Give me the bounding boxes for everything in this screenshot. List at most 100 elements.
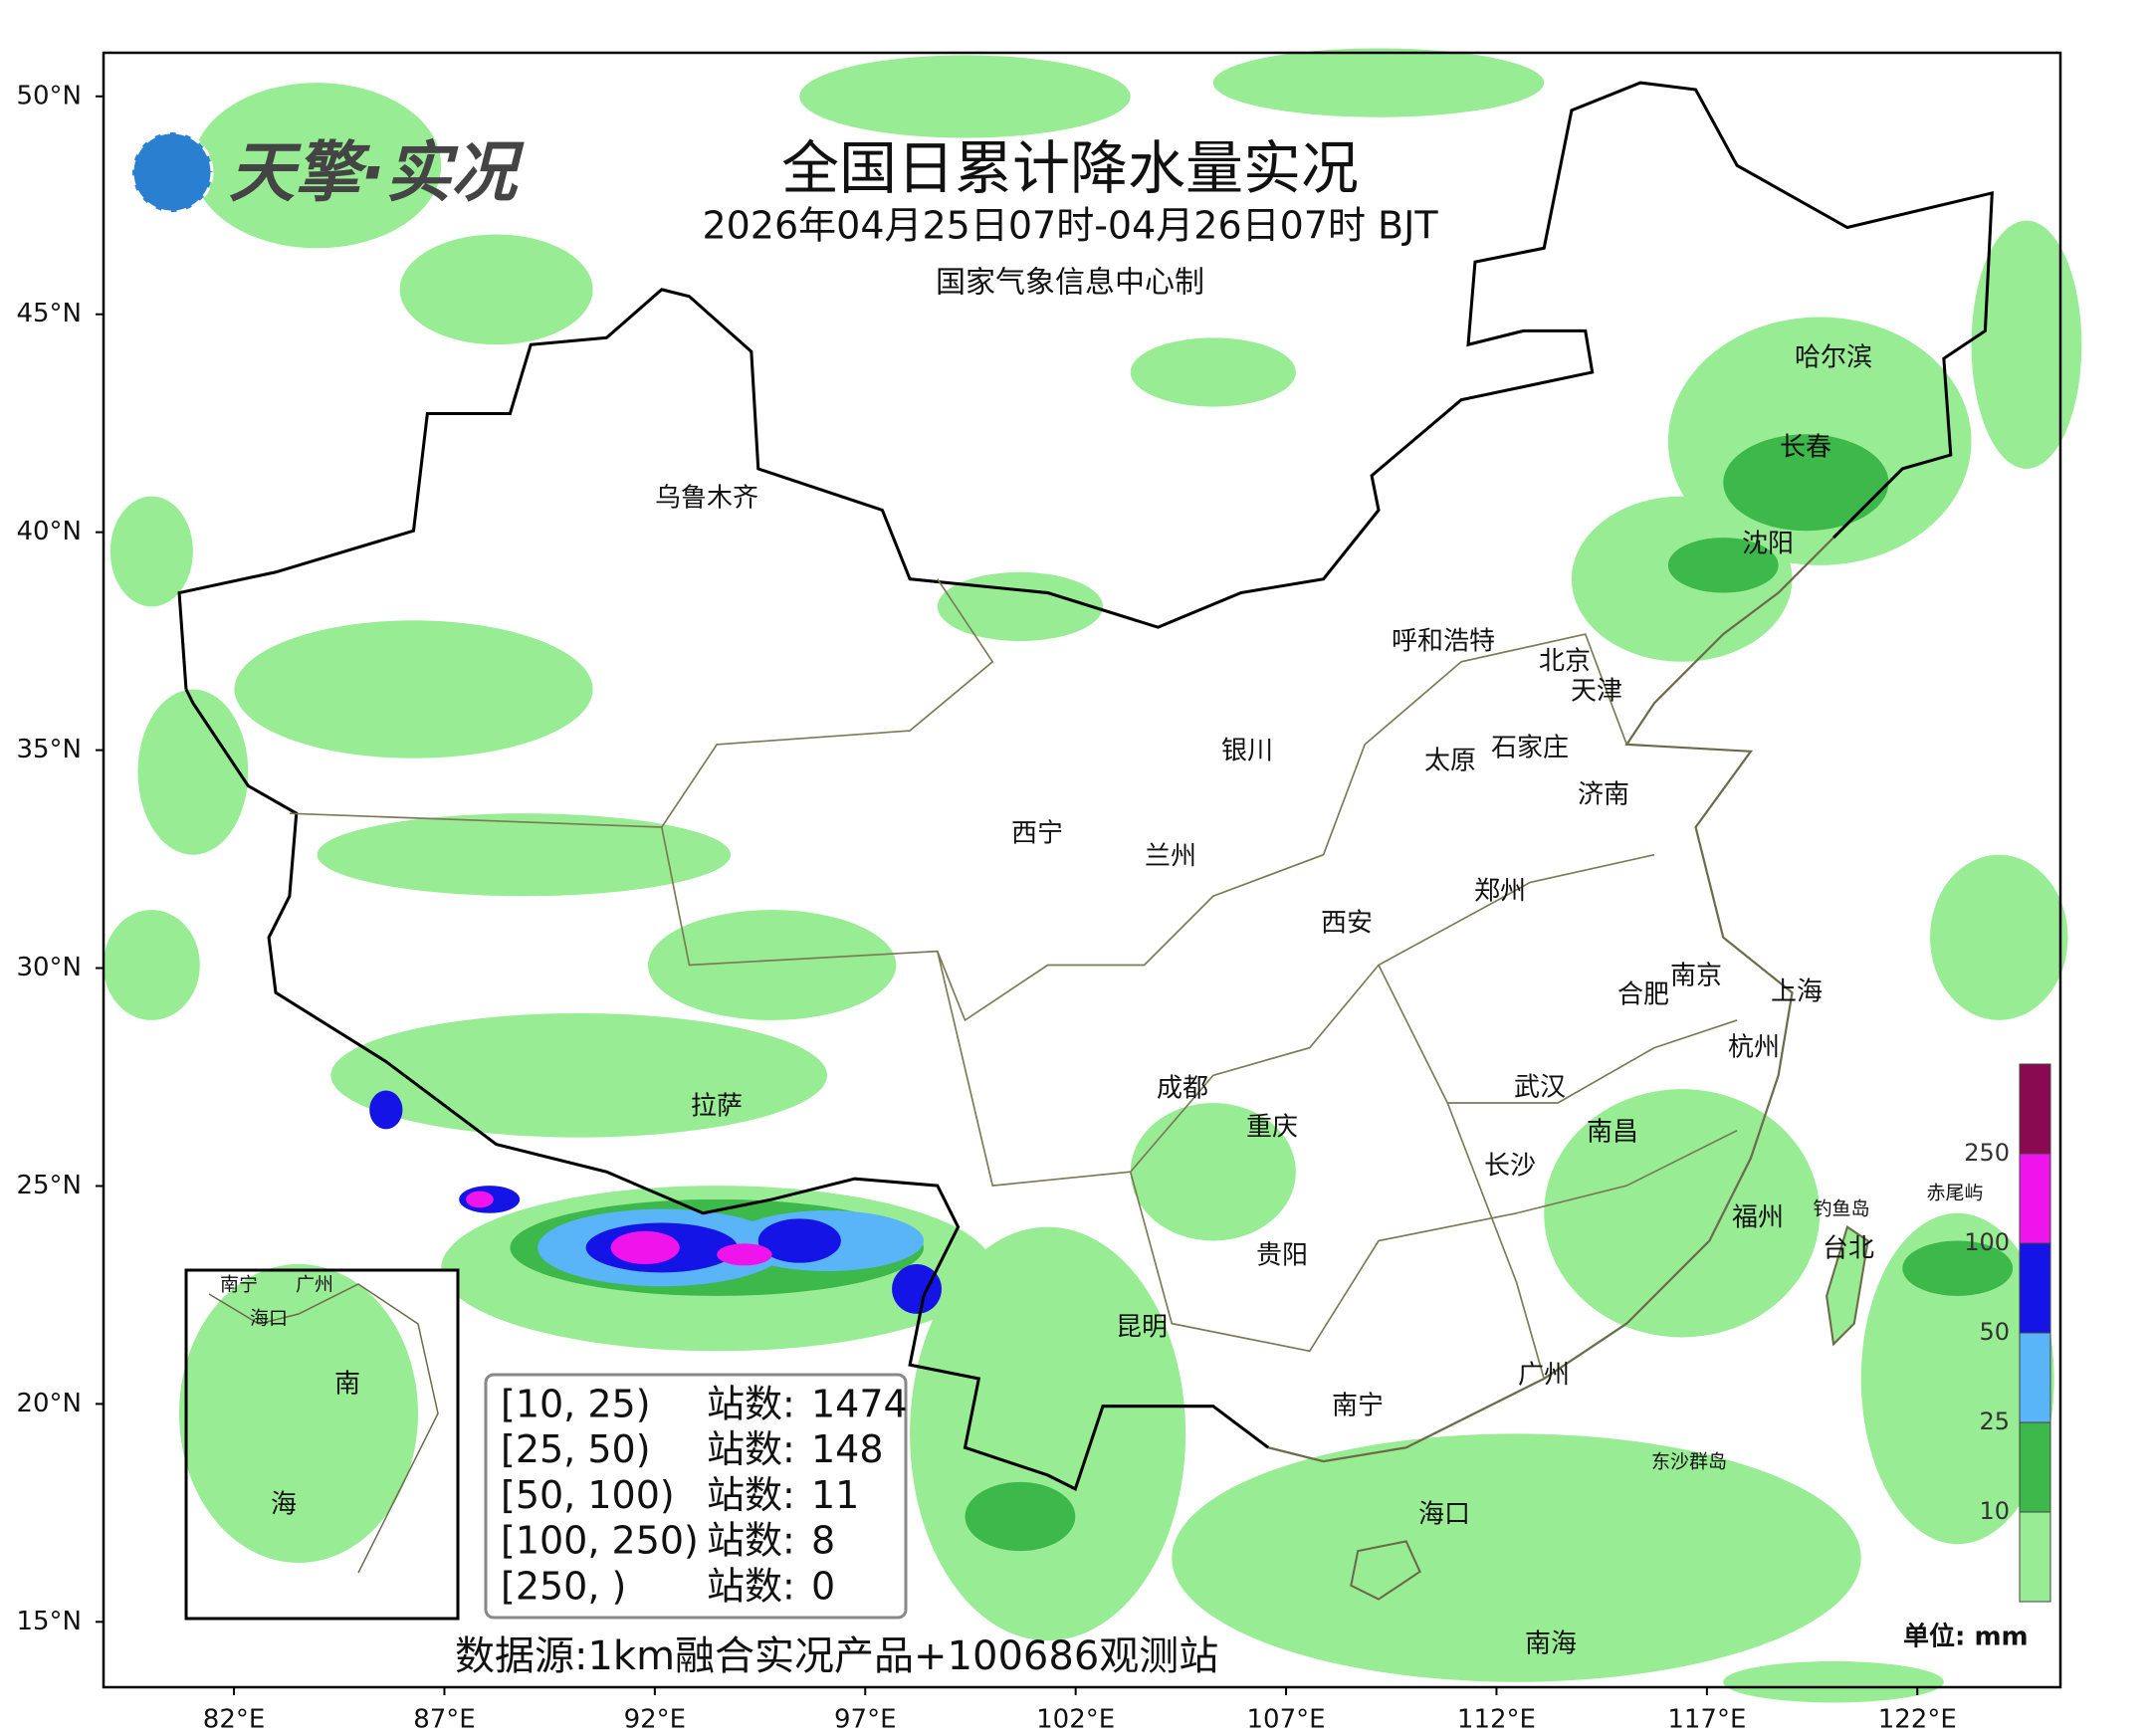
city-label: 南海 (1525, 1629, 1577, 1659)
title: 全国日累计降水量实况 (781, 134, 1359, 202)
data-source: 数据源:1km融合实况产品+100686观测站 (455, 1633, 1218, 1679)
province-borders (289, 578, 1738, 1380)
x-tick-label: 92°E (624, 1705, 687, 1733)
colorbar-segment (2020, 1243, 2050, 1333)
taiwan (1826, 1225, 1869, 1347)
count-value: 0 (811, 1564, 835, 1608)
city-label: 北京 (1539, 647, 1591, 677)
subtitle: 2026年04月25日07时-04月26日07时 BJT (702, 204, 1438, 248)
island-label: 钓鱼岛 (1813, 1198, 1869, 1220)
city-label: 上海 (1771, 977, 1823, 1007)
island-label: 东沙群岛 (1651, 1451, 1727, 1473)
colorbar-tick-label: 50 (1979, 1318, 2010, 1346)
inset-map: 南宁 广州 海口 南 海 (179, 1264, 460, 1621)
city-label: 呼和浩特 (1392, 627, 1495, 657)
city-label: 拉萨 (691, 1092, 743, 1122)
y-tick-label: 15°N (16, 1607, 82, 1636)
city-label: 福州 (1732, 1203, 1784, 1233)
inset-label: 海 (271, 1490, 297, 1520)
city-label: 银川 (1221, 737, 1273, 766)
city-label: 贵阳 (1256, 1241, 1308, 1271)
city-label: 成都 (1157, 1074, 1208, 1104)
range-label: [50, 100) (501, 1473, 675, 1517)
count-label: 站数: (707, 1564, 795, 1608)
y-tick-label: 50°N (16, 81, 82, 110)
colorbar-unit: 单位: mm (1903, 1622, 2029, 1652)
count-label: 站数: (707, 1519, 795, 1563)
count-label: 站数: (707, 1383, 795, 1426)
city-label: 石家庄 (1491, 734, 1569, 763)
coastline-and-border (1267, 537, 1834, 1463)
x-tick-label: 87°E (413, 1705, 476, 1733)
colorbar-segment (2020, 1422, 2050, 1512)
heavy-rain (369, 434, 2014, 1552)
y-tick-label: 35°N (16, 735, 82, 764)
city-label: 西宁 (1011, 819, 1063, 849)
logo-text: 天擎·实况 (229, 134, 525, 211)
inset-coast (208, 1283, 439, 1574)
city-label: 郑州 (1474, 877, 1526, 907)
map-drawing (103, 48, 2082, 1703)
x-tick-label: 112°E (1457, 1705, 1536, 1733)
colorbar-tick-label: 25 (1979, 1408, 2010, 1435)
count-label: 站数: (707, 1427, 795, 1471)
range-label: [10, 25) (501, 1383, 651, 1426)
colorbar-segment (2020, 1512, 2050, 1602)
city-label: 沈阳 (1742, 530, 1794, 559)
count-value: 1474 (811, 1383, 908, 1426)
hainan (1350, 1540, 1421, 1601)
city-label: 南京 (1670, 962, 1722, 991)
city-label: 海口 (1418, 1500, 1470, 1530)
station-count-box (484, 1373, 908, 1620)
inset-label: 广州 (296, 1274, 333, 1296)
city-label: 西安 (1321, 909, 1373, 939)
producer: 国家气象信息中心制 (936, 266, 1204, 301)
city-label: 广州 (1518, 1361, 1570, 1391)
logo: 天擎·实况 (130, 130, 525, 214)
china-border (177, 81, 1994, 690)
x-tick-label: 122°E (1878, 1705, 1957, 1733)
city-label: 济南 (1578, 780, 1629, 810)
city-label: 兰州 (1145, 842, 1196, 872)
colorbar-segment (2020, 1154, 2050, 1243)
colorbar-segment (2020, 1064, 2050, 1154)
range-label: [250, ) (501, 1564, 626, 1608)
y-tick-label: 25°N (16, 1171, 82, 1200)
city-label: 长春 (1780, 433, 1831, 463)
x-tick-label: 97°E (834, 1705, 897, 1733)
inset-label: 南 (334, 1370, 360, 1400)
city-label: 昆明 (1116, 1313, 1168, 1343)
colorbar-tick-label: 100 (1964, 1228, 2010, 1256)
inset-rain (179, 1264, 418, 1563)
city-label: 南昌 (1587, 1118, 1638, 1148)
y-tick-label: 45°N (16, 299, 82, 328)
logo-globe (132, 132, 212, 212)
city-label: 乌鲁木齐 (655, 484, 758, 514)
city-label: 天津 (1571, 677, 1622, 707)
y-tick-label: 40°N (16, 517, 82, 546)
city-label: 南宁 (1332, 1392, 1384, 1421)
count-value: 11 (811, 1473, 859, 1517)
inset-label: 南宁 (220, 1274, 258, 1296)
x-tick-label: 107°E (1247, 1705, 1326, 1733)
city-label: 合肥 (1617, 980, 1669, 1010)
colorbar-segment (2020, 1333, 2050, 1422)
map-frame (102, 51, 2062, 1689)
colorbar-tick-label: 250 (1964, 1139, 2010, 1167)
inset-label: 海口 (250, 1308, 288, 1330)
colorbar-tick-label: 10 (1979, 1497, 2010, 1525)
x-tick-label: 102°E (1036, 1705, 1115, 1733)
city-label: 杭州 (1728, 1033, 1780, 1063)
x-tick-label: 117°E (1667, 1705, 1746, 1733)
x-tick-label: 82°E (203, 1705, 266, 1733)
count-value: 8 (811, 1519, 835, 1563)
island-label: 赤尾屿 (1926, 1183, 1983, 1204)
city-label: 太原 (1424, 747, 1476, 776)
city-label: 武汉 (1514, 1073, 1566, 1103)
logo-grid (130, 130, 214, 214)
y-tick-label: 20°N (16, 1389, 82, 1418)
city-label: 台北 (1823, 1234, 1874, 1264)
count-label: 站数: (707, 1473, 795, 1517)
city-labels: 乌鲁木齐 哈尔滨 长春 沈阳 呼和浩特 北京 天津 银川 石家庄 太原 济南 西… (655, 343, 1984, 1659)
